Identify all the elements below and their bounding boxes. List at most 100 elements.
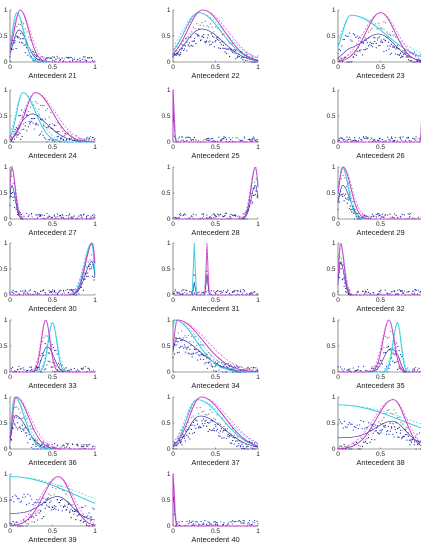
dark-dot bbox=[348, 368, 350, 371]
dark-dot bbox=[377, 139, 379, 141]
dark-dot bbox=[245, 446, 248, 448]
blue-dot bbox=[408, 439, 410, 441]
dark-dot bbox=[186, 140, 188, 142]
gray-dot bbox=[48, 493, 50, 495]
dark-dot bbox=[85, 215, 88, 217]
gray-dot bbox=[191, 416, 193, 419]
cyan-dashed-curve bbox=[172, 473, 258, 527]
gray-dot bbox=[236, 436, 239, 438]
dark-dot bbox=[204, 42, 206, 44]
blue-dot bbox=[215, 430, 217, 432]
gray-dot bbox=[202, 25, 205, 27]
magenta-dashed-curve bbox=[337, 166, 421, 220]
dark-dot bbox=[392, 423, 394, 425]
dark-dot bbox=[36, 217, 39, 219]
blue-dot bbox=[369, 43, 371, 45]
x-tick-label: 1 bbox=[256, 64, 260, 71]
blue-dot bbox=[197, 354, 200, 356]
dark-dot bbox=[250, 61, 252, 63]
dark-dot bbox=[27, 215, 29, 217]
blue-dot bbox=[251, 203, 253, 205]
blue-dot bbox=[29, 369, 31, 372]
dark-dot bbox=[195, 349, 197, 351]
gray-dot bbox=[16, 136, 18, 138]
dark-dot bbox=[360, 139, 362, 141]
dark-dot bbox=[18, 525, 20, 527]
dark-dot bbox=[87, 444, 89, 446]
blue-dot bbox=[25, 435, 28, 437]
gray-dot bbox=[373, 425, 375, 428]
dark-dot bbox=[35, 214, 37, 216]
dark-dot bbox=[49, 215, 51, 218]
gray-dot bbox=[395, 35, 397, 38]
blue-dot bbox=[174, 216, 177, 219]
dark-dot bbox=[380, 41, 382, 43]
dark-dot bbox=[406, 291, 408, 293]
dark-dot bbox=[232, 51, 234, 53]
blue-dot bbox=[13, 292, 15, 294]
dark-dot bbox=[199, 426, 202, 429]
blue-dot bbox=[239, 289, 242, 291]
blue-dot bbox=[173, 292, 175, 294]
dark-dot bbox=[377, 366, 379, 368]
blue-dot bbox=[182, 40, 184, 42]
dark-dot bbox=[368, 291, 370, 293]
gray-dot bbox=[45, 109, 47, 111]
x-tick-label: 0.5 bbox=[211, 64, 220, 71]
dark-dot bbox=[181, 520, 183, 523]
blue-dot bbox=[225, 212, 228, 214]
gray-dot bbox=[22, 367, 25, 369]
blue-dot bbox=[408, 213, 410, 216]
x-tick-label: 0.5 bbox=[48, 144, 57, 151]
dark-dot bbox=[49, 123, 51, 125]
blue-dot bbox=[73, 513, 75, 515]
gray-dot bbox=[214, 419, 217, 421]
gray-dot bbox=[383, 416, 385, 419]
blue-dot bbox=[351, 140, 353, 142]
gray-dot bbox=[235, 137, 237, 139]
y-tick-label: 0 bbox=[167, 216, 171, 223]
dark-dot bbox=[87, 275, 89, 278]
blue-dot bbox=[70, 56, 72, 58]
dark-dot bbox=[93, 279, 95, 281]
dark-dot bbox=[384, 351, 387, 354]
blue-dot bbox=[174, 289, 177, 291]
dark-dot bbox=[348, 199, 350, 201]
blue-dot bbox=[389, 430, 391, 432]
gray-dot bbox=[28, 110, 30, 113]
dark-dot bbox=[21, 135, 23, 138]
gray-dot bbox=[243, 522, 246, 524]
dark-dot bbox=[387, 425, 390, 427]
dark-dot bbox=[181, 345, 183, 347]
dark-dot bbox=[366, 215, 368, 218]
dark-dot bbox=[46, 504, 48, 506]
blue-dot bbox=[231, 50, 233, 52]
dark-dot bbox=[218, 435, 220, 437]
dark-dot bbox=[415, 61, 417, 63]
dark-dot bbox=[410, 60, 413, 62]
y-tick-label: 0 bbox=[167, 369, 171, 376]
dark-dot bbox=[175, 344, 177, 346]
blue-dot bbox=[46, 212, 48, 215]
dark-dot bbox=[374, 138, 376, 141]
dark-dot bbox=[341, 61, 344, 63]
y-tick-label: 1 bbox=[332, 394, 336, 401]
blue-dot bbox=[68, 217, 70, 219]
y-tick-label: 0 bbox=[4, 59, 8, 66]
blue-dot bbox=[402, 136, 404, 138]
gray-dot bbox=[39, 511, 42, 513]
dark-dot bbox=[389, 422, 391, 424]
blue-dot bbox=[208, 422, 210, 424]
gray-dot bbox=[340, 177, 343, 180]
dark-dot bbox=[41, 517, 43, 520]
dark-dot bbox=[187, 436, 189, 438]
dark-dot bbox=[193, 292, 196, 294]
gray-dot bbox=[84, 272, 86, 274]
gray-dot bbox=[26, 31, 28, 33]
blue-dot bbox=[341, 368, 343, 370]
blue-dot bbox=[48, 139, 51, 141]
blue-dot bbox=[238, 55, 240, 58]
dark-dot bbox=[247, 366, 249, 369]
blue-dot bbox=[347, 197, 349, 199]
blue-dot bbox=[93, 276, 95, 279]
